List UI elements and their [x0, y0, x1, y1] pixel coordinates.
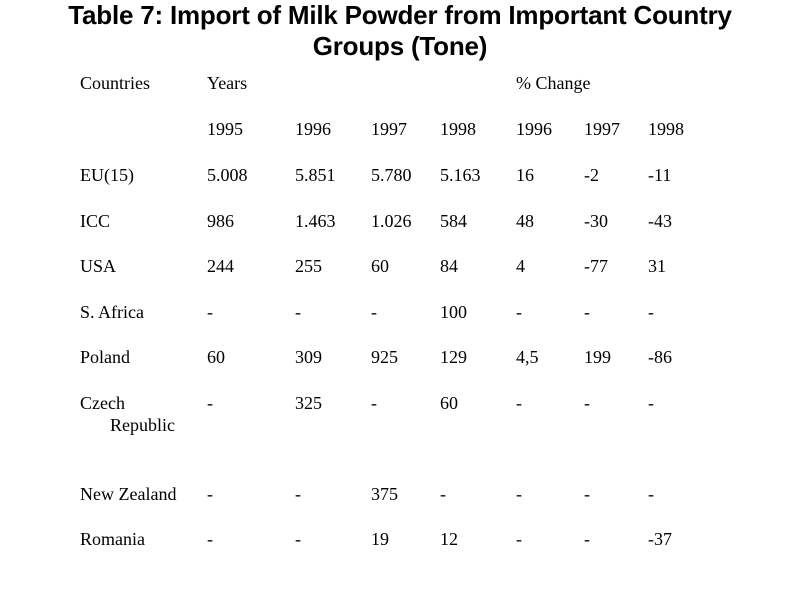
- cell-change-1998: 31: [648, 256, 666, 276]
- header-pct-change: % Change: [516, 73, 591, 93]
- cell-1995: 60: [207, 347, 225, 367]
- cell-1996: -: [295, 484, 301, 504]
- cell-1998: 84: [440, 256, 458, 276]
- cell-change-1997: -2: [584, 165, 599, 185]
- slide-title: Table 7: Import of Milk Powder from Impo…: [68, 0, 732, 61]
- cell-change-1996: 16: [516, 165, 534, 185]
- cell-1997: 1.026: [371, 211, 412, 231]
- cell-change-1997: -: [584, 302, 590, 322]
- cell-change-1997: -: [584, 529, 590, 549]
- cell-1998: -: [440, 484, 446, 504]
- cell-1995: 244: [207, 256, 234, 276]
- row-country: USA: [80, 256, 117, 276]
- row-country-line2: Republic: [110, 415, 175, 435]
- cell-1996: -: [295, 302, 301, 322]
- subheader-change-1996: 1996: [516, 119, 552, 139]
- cell-1995: -: [207, 529, 213, 549]
- row-country: New Zealand: [80, 484, 177, 504]
- cell-change-1998: -: [648, 302, 654, 322]
- row-country: Poland: [80, 347, 131, 367]
- cell-1998: 129: [440, 347, 467, 367]
- row-country: ICC: [80, 211, 111, 231]
- cell-1995: -: [207, 393, 213, 413]
- cell-change-1998: -37: [648, 529, 672, 549]
- cell-1995: 986: [207, 211, 234, 231]
- cell-change-1998: -86: [648, 347, 672, 367]
- cell-change-1997: 199: [584, 347, 611, 367]
- cell-1996: 1.463: [295, 211, 336, 231]
- cell-change-1997: -: [584, 393, 590, 413]
- subheader-year-1998: 1998: [440, 119, 476, 139]
- cell-1998: 12: [440, 529, 458, 549]
- row-country: Czech Republic: [80, 392, 175, 436]
- cell-change-1996: 4: [516, 256, 525, 276]
- cell-1995: 5.008: [207, 165, 248, 185]
- cell-1998: 584: [440, 211, 467, 231]
- cell-1995: -: [207, 302, 213, 322]
- cell-change-1996: -: [516, 393, 522, 413]
- cell-change-1998: -11: [648, 165, 672, 185]
- subheader-year-1995: 1995: [207, 119, 243, 139]
- cell-1996: -: [295, 529, 301, 549]
- cell-1997: 375: [371, 484, 398, 504]
- cell-1997: -: [371, 302, 377, 322]
- cell-1998: 60: [440, 393, 458, 413]
- cell-change-1996: 4,5: [516, 347, 539, 367]
- cell-1997: 5.780: [371, 165, 412, 185]
- cell-change-1996: 48: [516, 211, 534, 231]
- subheader-change-1997: 1997: [584, 119, 620, 139]
- cell-1998: 5.163: [440, 165, 481, 185]
- cell-change-1996: -: [516, 484, 522, 504]
- cell-1995: -: [207, 484, 213, 504]
- cell-change-1997: -77: [584, 256, 608, 276]
- header-countries: Countries: [80, 73, 150, 93]
- cell-change-1998: -: [648, 484, 654, 504]
- cell-change-1996: -: [516, 529, 522, 549]
- cell-1997: -: [371, 393, 377, 413]
- row-country: S. Africa: [80, 302, 144, 322]
- cell-1997: 925: [371, 347, 398, 367]
- cell-1996: 325: [295, 393, 322, 413]
- cell-change-1998: -: [648, 393, 654, 413]
- cell-1996: 5.851: [295, 165, 336, 185]
- cell-change-1997: -30: [584, 211, 608, 231]
- cell-change-1997: -: [584, 484, 590, 504]
- subheader-year-1996: 1996: [295, 119, 331, 139]
- row-country: EU(15): [80, 165, 134, 185]
- row-country-line1: Czech: [80, 393, 125, 413]
- header-years: Years: [207, 73, 248, 93]
- cell-1998: 100: [440, 302, 467, 322]
- cell-1996: 309: [295, 347, 322, 367]
- cell-change-1998: -43: [648, 211, 672, 231]
- cell-1997: 60: [371, 256, 389, 276]
- cell-change-1996: -: [516, 302, 522, 322]
- cell-1997: 19: [371, 529, 389, 549]
- subheader-change-1998: 1998: [648, 119, 684, 139]
- subheader-year-1997: 1997: [371, 119, 407, 139]
- row-country: Romania: [80, 529, 145, 549]
- cell-1996: 255: [295, 256, 322, 276]
